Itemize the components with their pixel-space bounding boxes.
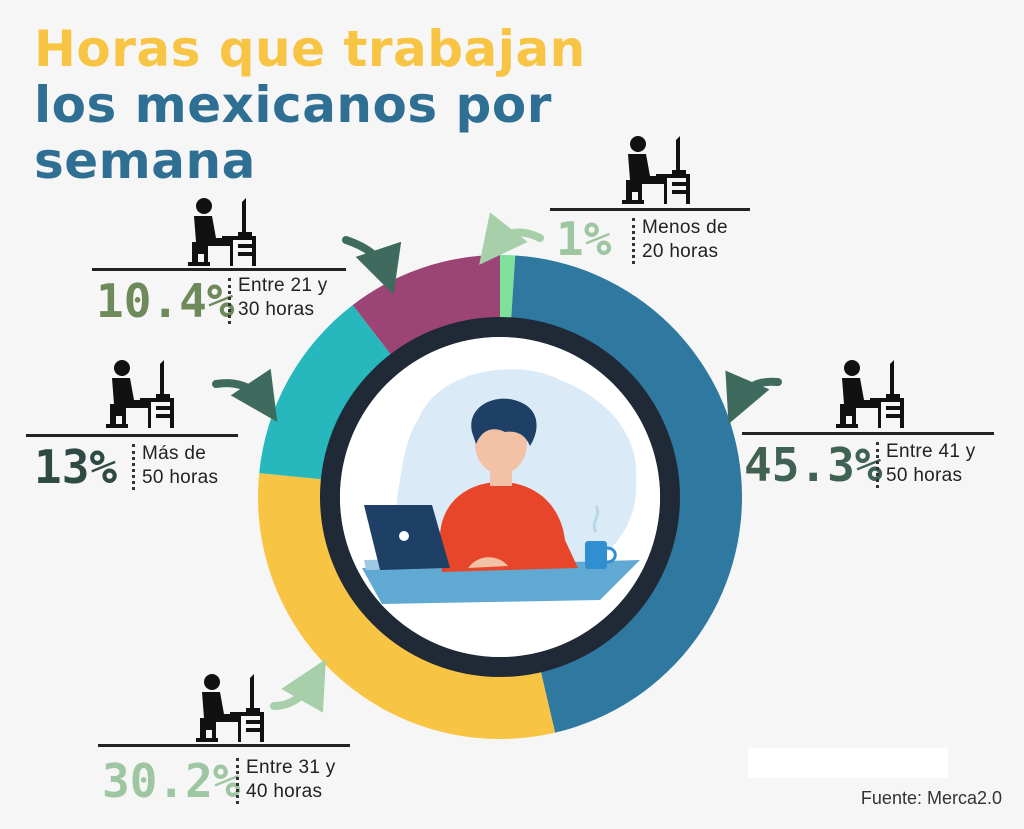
desk bbox=[362, 560, 640, 604]
arrow-1pct bbox=[479, 212, 544, 265]
dotted-separator bbox=[876, 442, 879, 488]
title-line-2: los mexicanos por bbox=[34, 76, 552, 134]
dotted-separator bbox=[236, 758, 239, 804]
dotted-separator bbox=[632, 218, 635, 264]
worker-illustration bbox=[362, 369, 640, 604]
source-credit: Fuente: Merca2.0 bbox=[860, 788, 1002, 808]
pct-value: 30.2% bbox=[102, 754, 241, 808]
dotted-separator bbox=[132, 444, 135, 490]
pct-value: 13% bbox=[34, 440, 118, 494]
pct-value: 10.4% bbox=[96, 274, 235, 328]
category-label: Entre 31 y 40 horas bbox=[246, 757, 336, 802]
pct-value: 45.3% bbox=[744, 438, 883, 492]
title-line-3: semana bbox=[34, 132, 256, 190]
category-label: Entre 21 y 30 horas bbox=[238, 275, 328, 320]
person-shirt bbox=[440, 482, 578, 572]
divider-rule bbox=[92, 268, 346, 271]
donut-slice-4 bbox=[259, 304, 397, 481]
category-label: Más de 50 horas bbox=[142, 443, 219, 488]
category-label: Entre 41 y 50 horas bbox=[886, 441, 976, 486]
pct-value: 1% bbox=[556, 212, 612, 266]
mug bbox=[585, 541, 607, 569]
arrow-45-3pct bbox=[725, 370, 782, 425]
arrow-13pct bbox=[212, 368, 278, 422]
donut-slice-1 bbox=[500, 255, 516, 328]
white-patch bbox=[748, 748, 948, 778]
divider-rule bbox=[550, 208, 750, 211]
person-hair bbox=[471, 398, 537, 446]
divider-rule bbox=[742, 432, 994, 435]
divider-rule bbox=[26, 434, 238, 437]
donut-slice-2 bbox=[510, 255, 742, 733]
ring-inner-border bbox=[320, 317, 680, 677]
category-label: Menos de 20 horas bbox=[642, 217, 728, 262]
divider-rule bbox=[98, 744, 350, 747]
dotted-separator bbox=[228, 278, 231, 324]
arrow-10-4pct bbox=[342, 236, 402, 295]
title-line-1: Horas que trabajan bbox=[34, 20, 586, 78]
arrow-30-2pct bbox=[270, 659, 326, 713]
